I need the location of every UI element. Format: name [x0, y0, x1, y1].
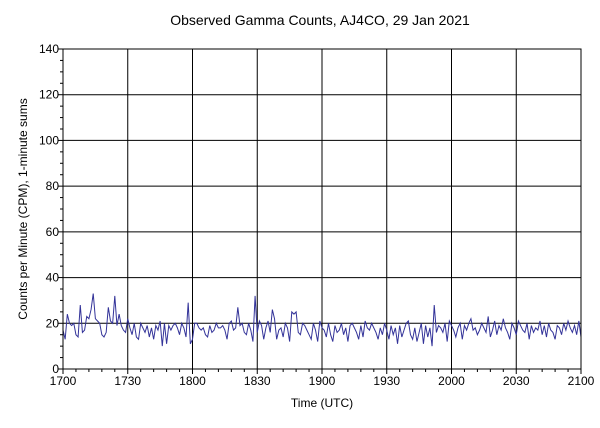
x-tick-label: 1900	[309, 374, 336, 388]
y-tick-label: 0	[52, 362, 59, 376]
x-tick-label: 1800	[179, 374, 206, 388]
x-axis: 1700 1730 1800 1830 1900 1930 2000 2030 2100	[50, 369, 595, 388]
series-line	[62, 293, 582, 347]
x-axis-label: Time (UTC)	[291, 396, 353, 410]
y-tick-label: 40	[46, 271, 60, 285]
plot-frame	[62, 48, 582, 370]
y-tick-label: 100	[39, 133, 59, 147]
x-tick-label: 1830	[244, 374, 271, 388]
chart-title: Observed Gamma Counts, AJ4CO, 29 Jan 202…	[170, 12, 470, 28]
x-tick-label: 2100	[568, 374, 595, 388]
y-axis-label: Counts per Minute (CPM), 1-minute sums	[16, 98, 30, 319]
x-tick-label: 1730	[114, 374, 141, 388]
grid	[62, 48, 582, 370]
x-tick-label: 2000	[438, 374, 465, 388]
x-tick-label: 1700	[50, 374, 77, 388]
y-tick-label: 80	[46, 179, 60, 193]
x-tick-label: 1930	[373, 374, 400, 388]
x-tick-label: 2030	[503, 374, 530, 388]
y-tick-label: 20	[46, 316, 60, 330]
y-tick-label: 60	[46, 225, 60, 239]
y-tick-label: 140	[39, 42, 59, 56]
y-axis: 0 20 40 60 80 100 120 140	[39, 42, 63, 376]
y-tick-label: 120	[39, 88, 59, 102]
